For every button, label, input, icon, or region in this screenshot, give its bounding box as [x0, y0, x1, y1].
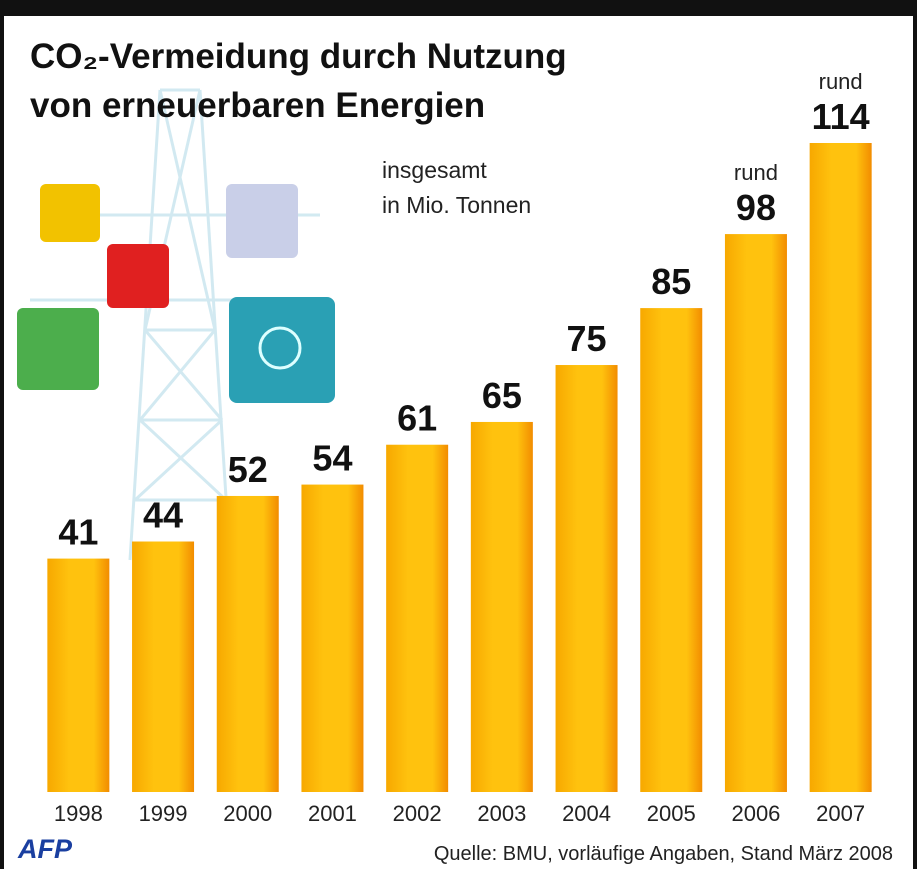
x-tick-label: 2004 [562, 801, 611, 826]
bar [386, 444, 449, 792]
value-label: 75 [567, 318, 607, 359]
value-label: 61 [397, 398, 437, 439]
x-tick-label: 2007 [816, 801, 865, 826]
value-label: 52 [228, 449, 268, 490]
x-tick-label: 2000 [223, 801, 272, 826]
x-tick-label: 2002 [393, 801, 442, 826]
subtitle: insgesamt [382, 157, 487, 183]
bar [809, 143, 872, 792]
value-label: 114 [812, 96, 870, 137]
subtitle: in Mio. Tonnen [382, 192, 531, 218]
x-tick-label: 1998 [54, 801, 103, 826]
water-wheel [258, 326, 302, 370]
bar [132, 541, 195, 792]
right-border [913, 0, 917, 869]
biomass-icon [17, 308, 99, 390]
heat-icon [107, 244, 169, 308]
logo: AFP [17, 834, 73, 864]
value-label: 65 [482, 375, 522, 416]
value-label: 54 [312, 438, 352, 479]
bar [216, 495, 279, 792]
value-label: 44 [143, 495, 183, 536]
left-border [0, 0, 4, 869]
water-icon [229, 297, 335, 403]
source: Quelle: BMU, vorläufige Angaben, Stand M… [434, 843, 893, 865]
x-tick-label: 2006 [731, 801, 780, 826]
annotation: rund [734, 160, 778, 185]
bar [640, 308, 703, 792]
bar [301, 484, 364, 792]
x-tick-label: 2003 [477, 801, 526, 826]
bar [470, 421, 533, 792]
bar [724, 234, 787, 793]
pylon-decoration [30, 88, 330, 561]
bar [47, 558, 110, 792]
x-tick-label: 1999 [139, 801, 188, 826]
x-tick-label: 2005 [647, 801, 696, 826]
value-label: 41 [58, 512, 98, 553]
chart-title: von erneuerbaren Energien [30, 86, 485, 125]
bar [555, 365, 618, 792]
value-label: 98 [736, 187, 776, 228]
annotation: rund [819, 69, 863, 94]
chart-title: CO₂-Vermeidung durch Nutzung [30, 37, 567, 76]
top-band [0, 0, 917, 16]
x-tick-label: 2001 [308, 801, 357, 826]
value-label: 85 [651, 261, 691, 302]
solar-icon [40, 184, 100, 242]
wind-icon [226, 184, 298, 258]
